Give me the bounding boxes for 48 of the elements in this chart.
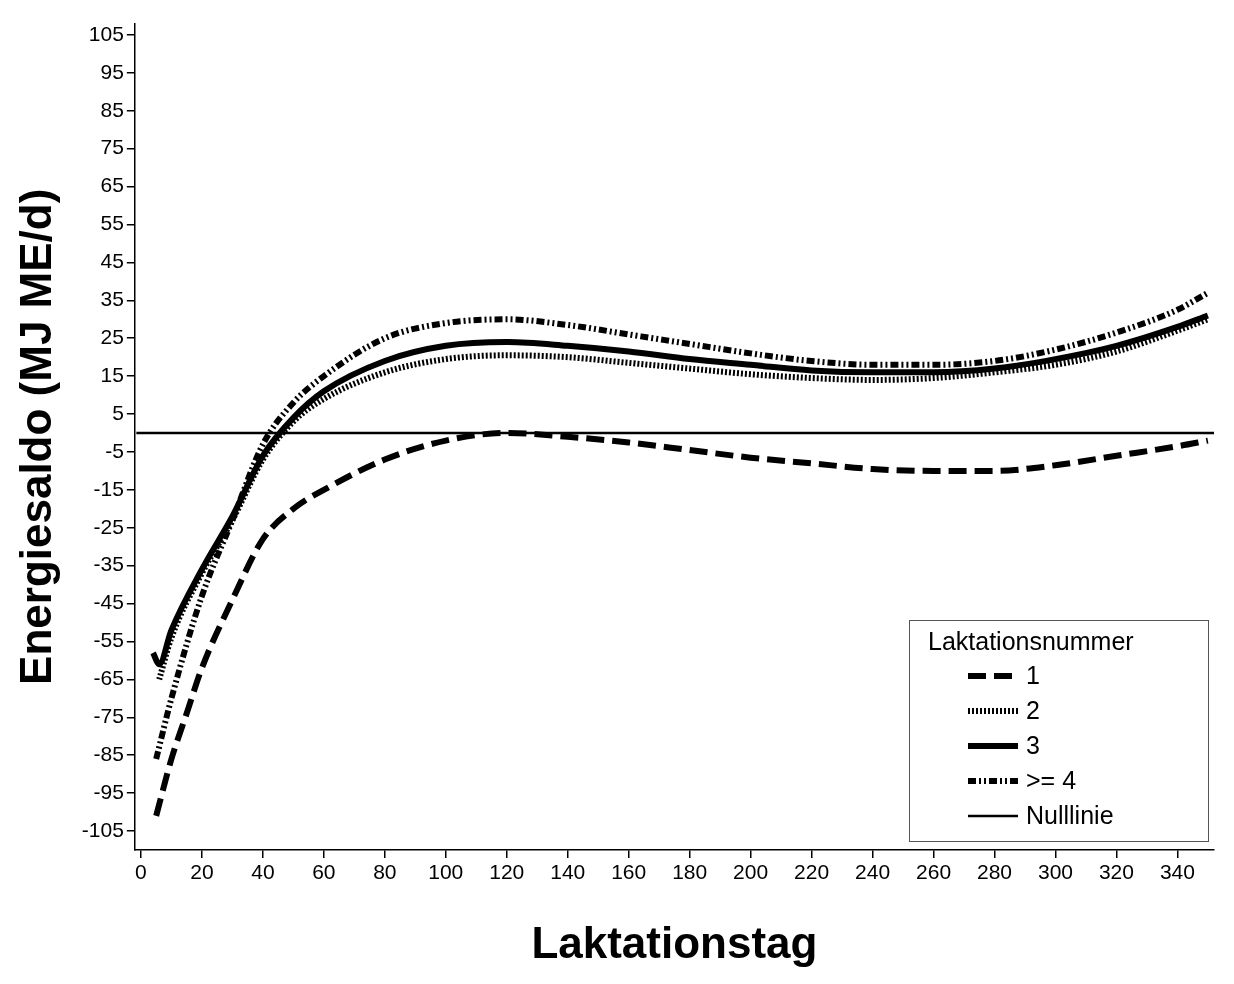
y-tick-label: -85 xyxy=(93,742,124,766)
y-tick-label: 75 xyxy=(100,135,124,159)
x-tick-label: 120 xyxy=(489,860,525,884)
y-tick-label: -45 xyxy=(93,590,124,614)
y-tick-label: -25 xyxy=(93,514,124,538)
x-tick-label: 340 xyxy=(1159,860,1195,884)
y-tick-label: 65 xyxy=(100,173,124,197)
y-tick-label: -65 xyxy=(93,666,124,690)
y-tick-label: -55 xyxy=(93,628,124,652)
y-tick-label: 55 xyxy=(100,211,124,235)
y-tick-label: 95 xyxy=(100,59,124,83)
y-tick-label: 5 xyxy=(112,400,124,424)
legend-label: 2 xyxy=(1026,696,1040,725)
x-tick-label: 280 xyxy=(976,860,1013,884)
x-tick-label: 0 xyxy=(135,860,147,884)
x-tick-label: 240 xyxy=(855,860,891,884)
x-tick-label: 100 xyxy=(428,860,464,884)
x-tick-label: 140 xyxy=(550,860,586,884)
x-tick-label: 260 xyxy=(916,860,952,884)
y-tick-label: 85 xyxy=(100,97,124,121)
x-tick-label: 300 xyxy=(1037,860,1073,884)
x-tick-label: 80 xyxy=(373,860,397,884)
x-tick-label: 60 xyxy=(312,860,336,884)
y-tick-label: -105 xyxy=(81,817,124,841)
legend-title: Laktationsnummer xyxy=(928,627,1135,656)
y-tick-label: -5 xyxy=(105,438,124,462)
legend-label: >= 4 xyxy=(1026,766,1077,795)
x-tick-label: 20 xyxy=(190,860,214,884)
x-tick-label: 320 xyxy=(1098,860,1134,884)
x-tick-label: 220 xyxy=(794,860,830,884)
legend-label: 3 xyxy=(1026,731,1040,760)
y-axis-title: Energiesaldo (MJ ME/d) xyxy=(10,188,60,685)
legend-label: Nulllinie xyxy=(1026,801,1114,830)
y-tick-label: 105 xyxy=(88,21,124,45)
y-tick-label: -35 xyxy=(93,552,124,576)
y-tick-label: 15 xyxy=(100,362,124,386)
x-tick-label: 180 xyxy=(672,860,708,884)
x-axis-title: Laktationstag xyxy=(531,917,818,967)
y-tick-label: -15 xyxy=(93,476,124,500)
y-tick-label: -95 xyxy=(93,779,124,803)
x-tick-label: 40 xyxy=(251,860,275,884)
x-tick-label: 200 xyxy=(733,860,769,884)
y-tick-label: 35 xyxy=(100,287,124,311)
y-tick-label: 45 xyxy=(100,249,124,273)
legend-label: 1 xyxy=(1026,661,1040,690)
x-tick-label: 160 xyxy=(611,860,647,884)
y-tick-label: 25 xyxy=(100,325,124,349)
y-tick-label: -75 xyxy=(93,704,124,728)
